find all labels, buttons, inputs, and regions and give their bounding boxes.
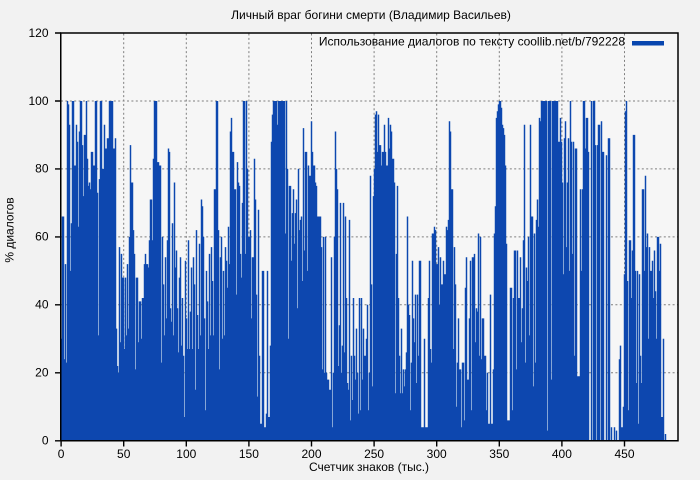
svg-text:350: 350 bbox=[489, 447, 509, 461]
svg-text:120: 120 bbox=[28, 26, 48, 40]
svg-text:400: 400 bbox=[552, 447, 572, 461]
svg-text:Использование диалогов по текс: Использование диалогов по тексту coollib… bbox=[319, 35, 625, 49]
svg-text:40: 40 bbox=[35, 298, 49, 312]
svg-text:60: 60 bbox=[35, 230, 49, 244]
svg-text:150: 150 bbox=[239, 447, 259, 461]
svg-text:200: 200 bbox=[301, 447, 321, 461]
svg-text:0: 0 bbox=[58, 447, 65, 461]
svg-text:Счетчик знаков (тыс.): Счетчик знаков (тыс.) bbox=[309, 460, 429, 474]
svg-text:300: 300 bbox=[427, 447, 447, 461]
svg-text:50: 50 bbox=[117, 447, 131, 461]
svg-text:% диалогов: % диалогов bbox=[3, 197, 17, 262]
svg-text:Личный враг богини смерти (Вла: Личный враг богини смерти (Владимир Васи… bbox=[231, 8, 511, 22]
svg-text:100: 100 bbox=[28, 94, 48, 108]
svg-text:80: 80 bbox=[35, 162, 49, 176]
svg-text:450: 450 bbox=[614, 447, 634, 461]
svg-text:250: 250 bbox=[364, 447, 384, 461]
svg-text:0: 0 bbox=[42, 434, 49, 448]
svg-text:100: 100 bbox=[176, 447, 196, 461]
svg-text:20: 20 bbox=[35, 366, 49, 380]
